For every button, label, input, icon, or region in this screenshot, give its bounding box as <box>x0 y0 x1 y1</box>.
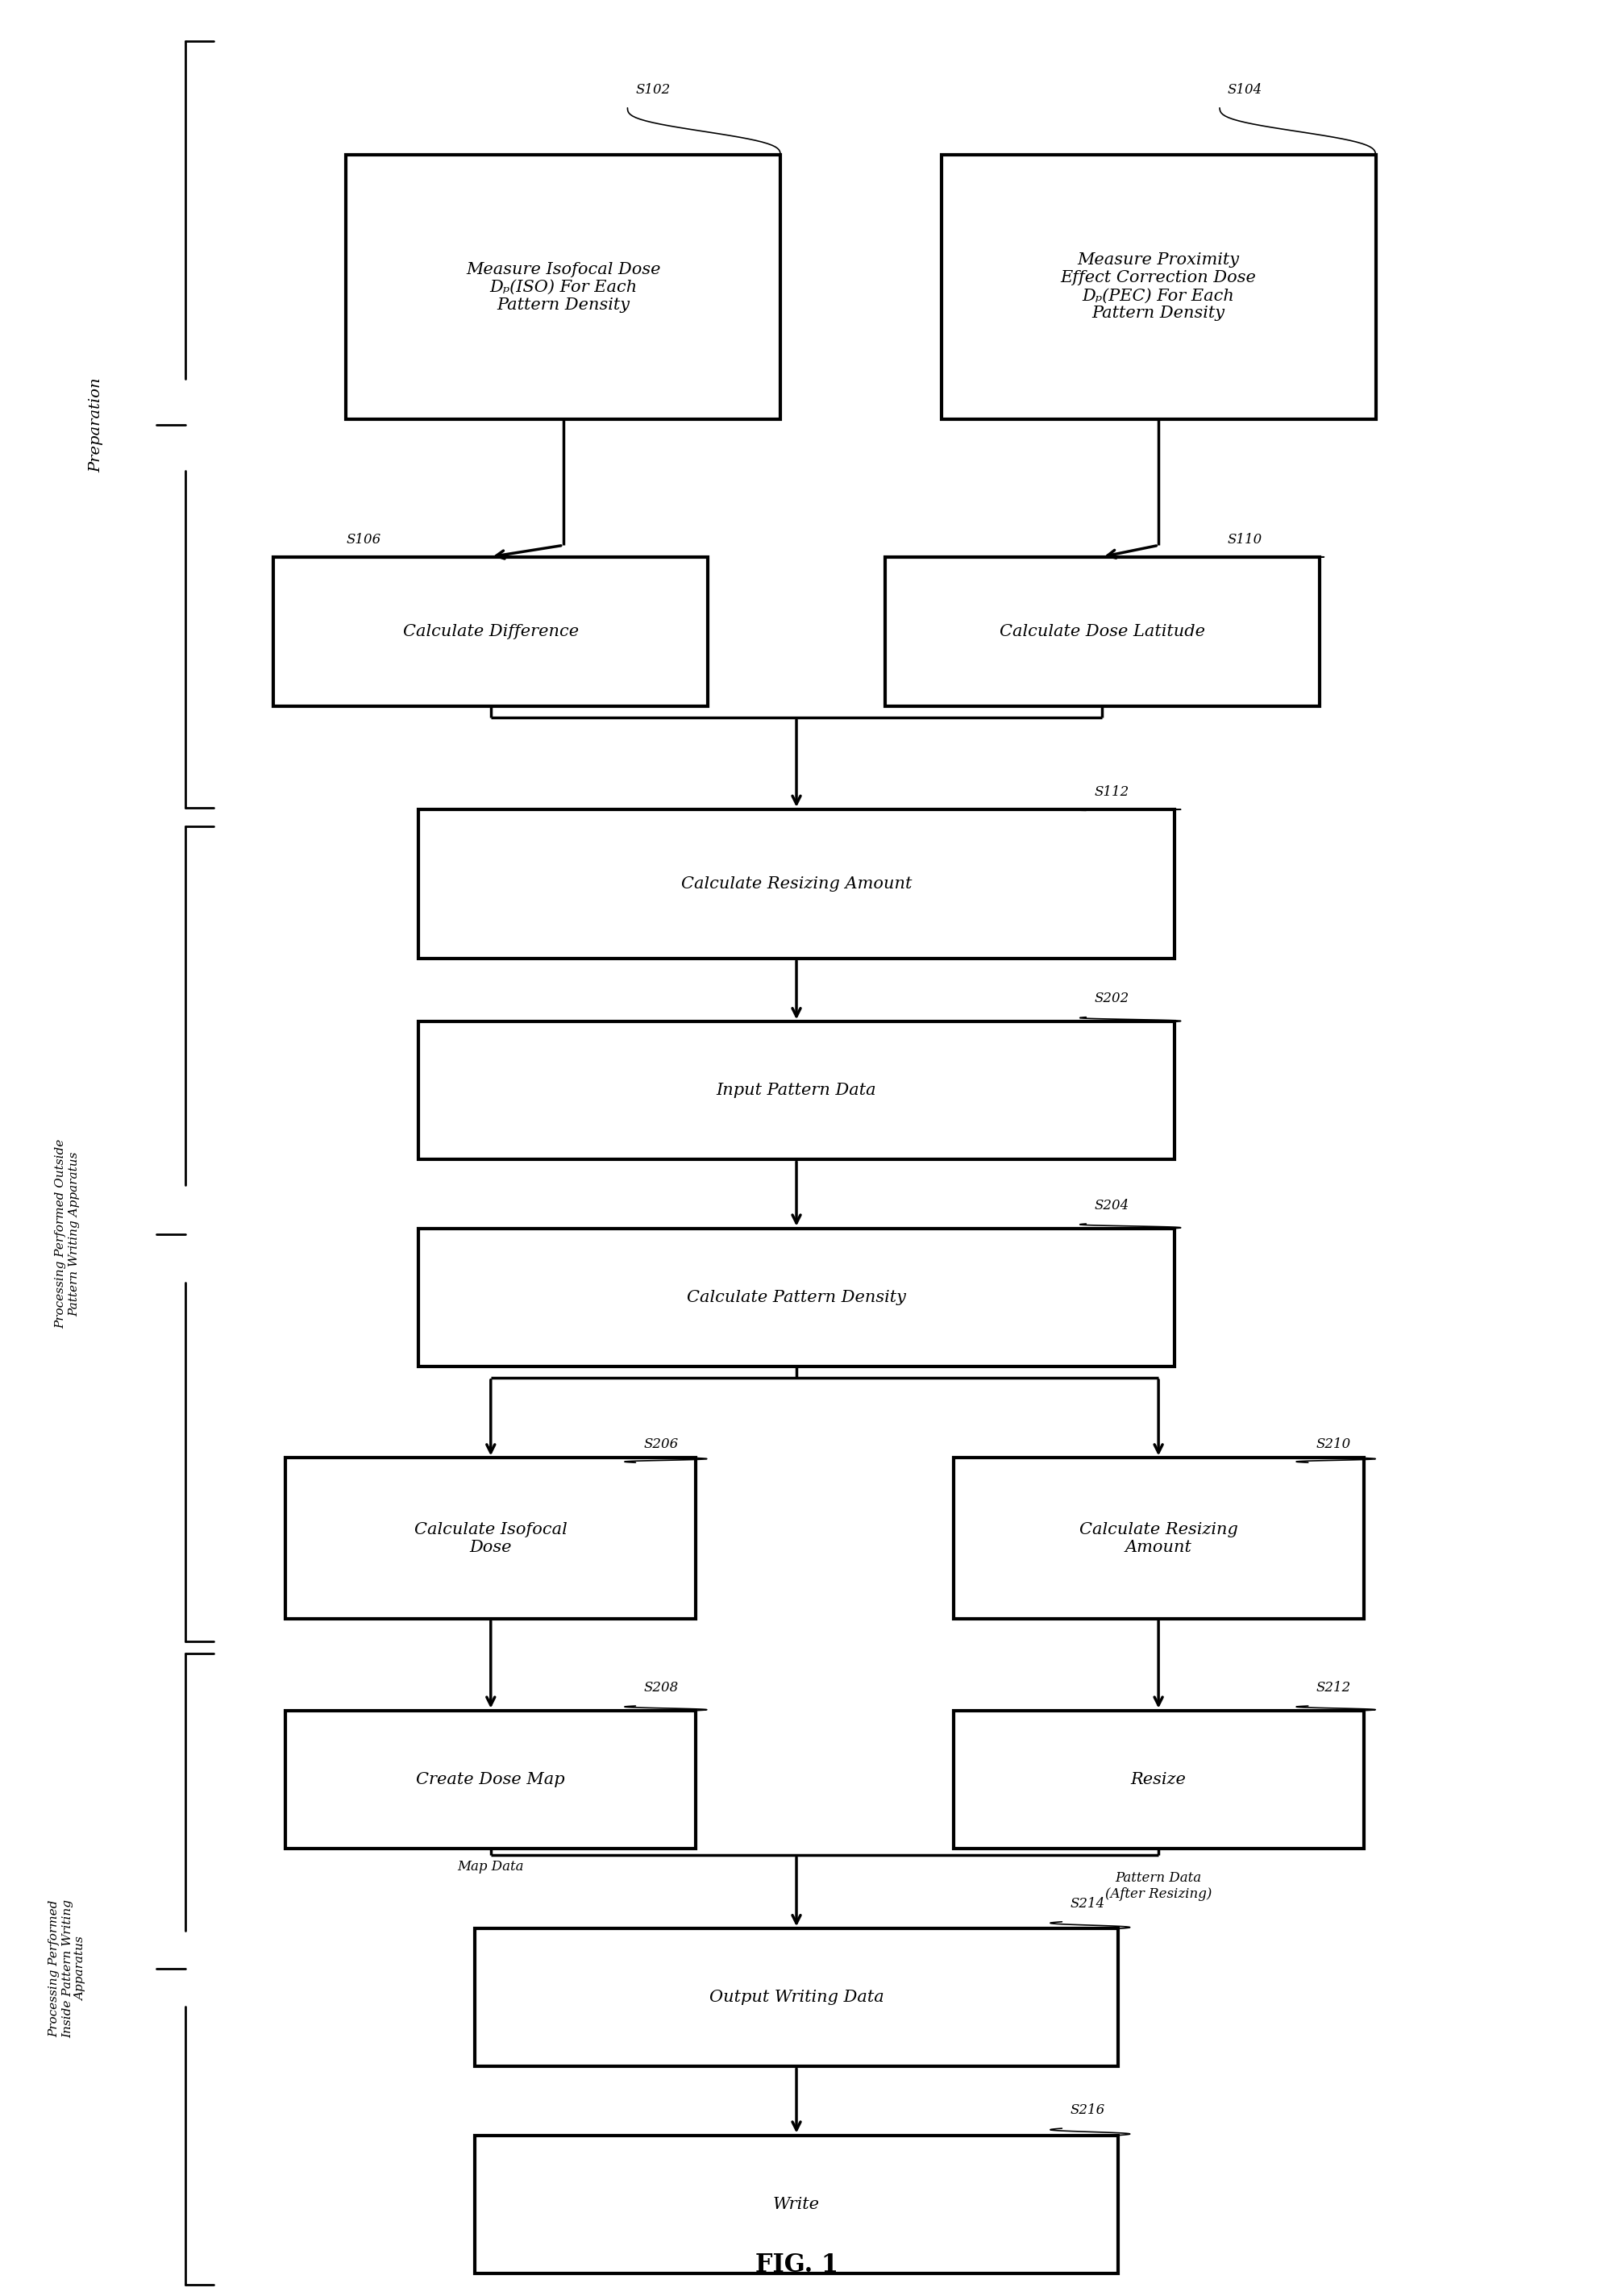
Text: Write: Write <box>772 2197 821 2211</box>
Text: Pattern Data
(After Resizing): Pattern Data (After Resizing) <box>1105 1871 1212 1901</box>
Text: Create Dose Map: Create Dose Map <box>417 1773 565 1786</box>
FancyBboxPatch shape <box>885 556 1319 707</box>
FancyBboxPatch shape <box>941 156 1376 418</box>
Text: Map Data: Map Data <box>457 1860 525 1874</box>
Text: S214: S214 <box>1070 1896 1105 1910</box>
Text: Processing Performed
Inside Pattern Writing
Apparatus: Processing Performed Inside Pattern Writ… <box>48 1899 87 2039</box>
FancyBboxPatch shape <box>418 1228 1175 1366</box>
Text: S204: S204 <box>1094 1199 1130 1212</box>
Text: Output Writing Data: Output Writing Data <box>710 1991 883 2004</box>
Text: Calculate Difference: Calculate Difference <box>402 625 579 638</box>
Text: Measure Proximity
Effect Correction Dose
Dₚ(PEC) For Each
Pattern Density: Measure Proximity Effect Correction Dose… <box>1060 253 1257 321</box>
Text: FIG. 1: FIG. 1 <box>755 2252 838 2278</box>
Text: Calculate Pattern Density: Calculate Pattern Density <box>687 1290 906 1304</box>
FancyBboxPatch shape <box>953 1711 1364 1848</box>
Text: S106: S106 <box>346 533 381 546</box>
Text: S112: S112 <box>1094 785 1130 799</box>
Text: Processing Performed Outside
Pattern Writing Apparatus: Processing Performed Outside Pattern Wri… <box>55 1139 80 1329</box>
Text: Calculate Resizing Amount: Calculate Resizing Amount <box>681 877 912 891</box>
FancyBboxPatch shape <box>475 1929 1118 2066</box>
Text: Preparation: Preparation <box>88 377 105 473</box>
Text: Measure Isofocal Dose
Dₚ(ISO) For Each
Pattern Density: Measure Isofocal Dose Dₚ(ISO) For Each P… <box>467 262 660 312</box>
FancyBboxPatch shape <box>285 1711 695 1848</box>
FancyBboxPatch shape <box>274 556 708 707</box>
Text: Resize: Resize <box>1131 1773 1186 1786</box>
FancyBboxPatch shape <box>418 1022 1175 1159</box>
FancyBboxPatch shape <box>346 156 780 418</box>
Text: S110: S110 <box>1228 533 1263 546</box>
Text: S208: S208 <box>644 1681 679 1694</box>
Text: S202: S202 <box>1094 992 1130 1006</box>
FancyBboxPatch shape <box>953 1458 1364 1619</box>
Text: Calculate Isofocal
Dose: Calculate Isofocal Dose <box>414 1522 568 1554</box>
FancyBboxPatch shape <box>285 1458 695 1619</box>
Text: S212: S212 <box>1316 1681 1352 1694</box>
Text: S206: S206 <box>644 1437 679 1451</box>
FancyBboxPatch shape <box>475 2135 1118 2273</box>
Text: Input Pattern Data: Input Pattern Data <box>716 1084 877 1097</box>
Text: S102: S102 <box>636 83 671 96</box>
FancyBboxPatch shape <box>418 810 1175 960</box>
Text: Calculate Resizing
Amount: Calculate Resizing Amount <box>1080 1522 1237 1554</box>
Text: Calculate Dose Latitude: Calculate Dose Latitude <box>999 625 1205 638</box>
Text: S216: S216 <box>1070 2103 1105 2117</box>
Text: S210: S210 <box>1316 1437 1352 1451</box>
Text: S104: S104 <box>1228 83 1263 96</box>
